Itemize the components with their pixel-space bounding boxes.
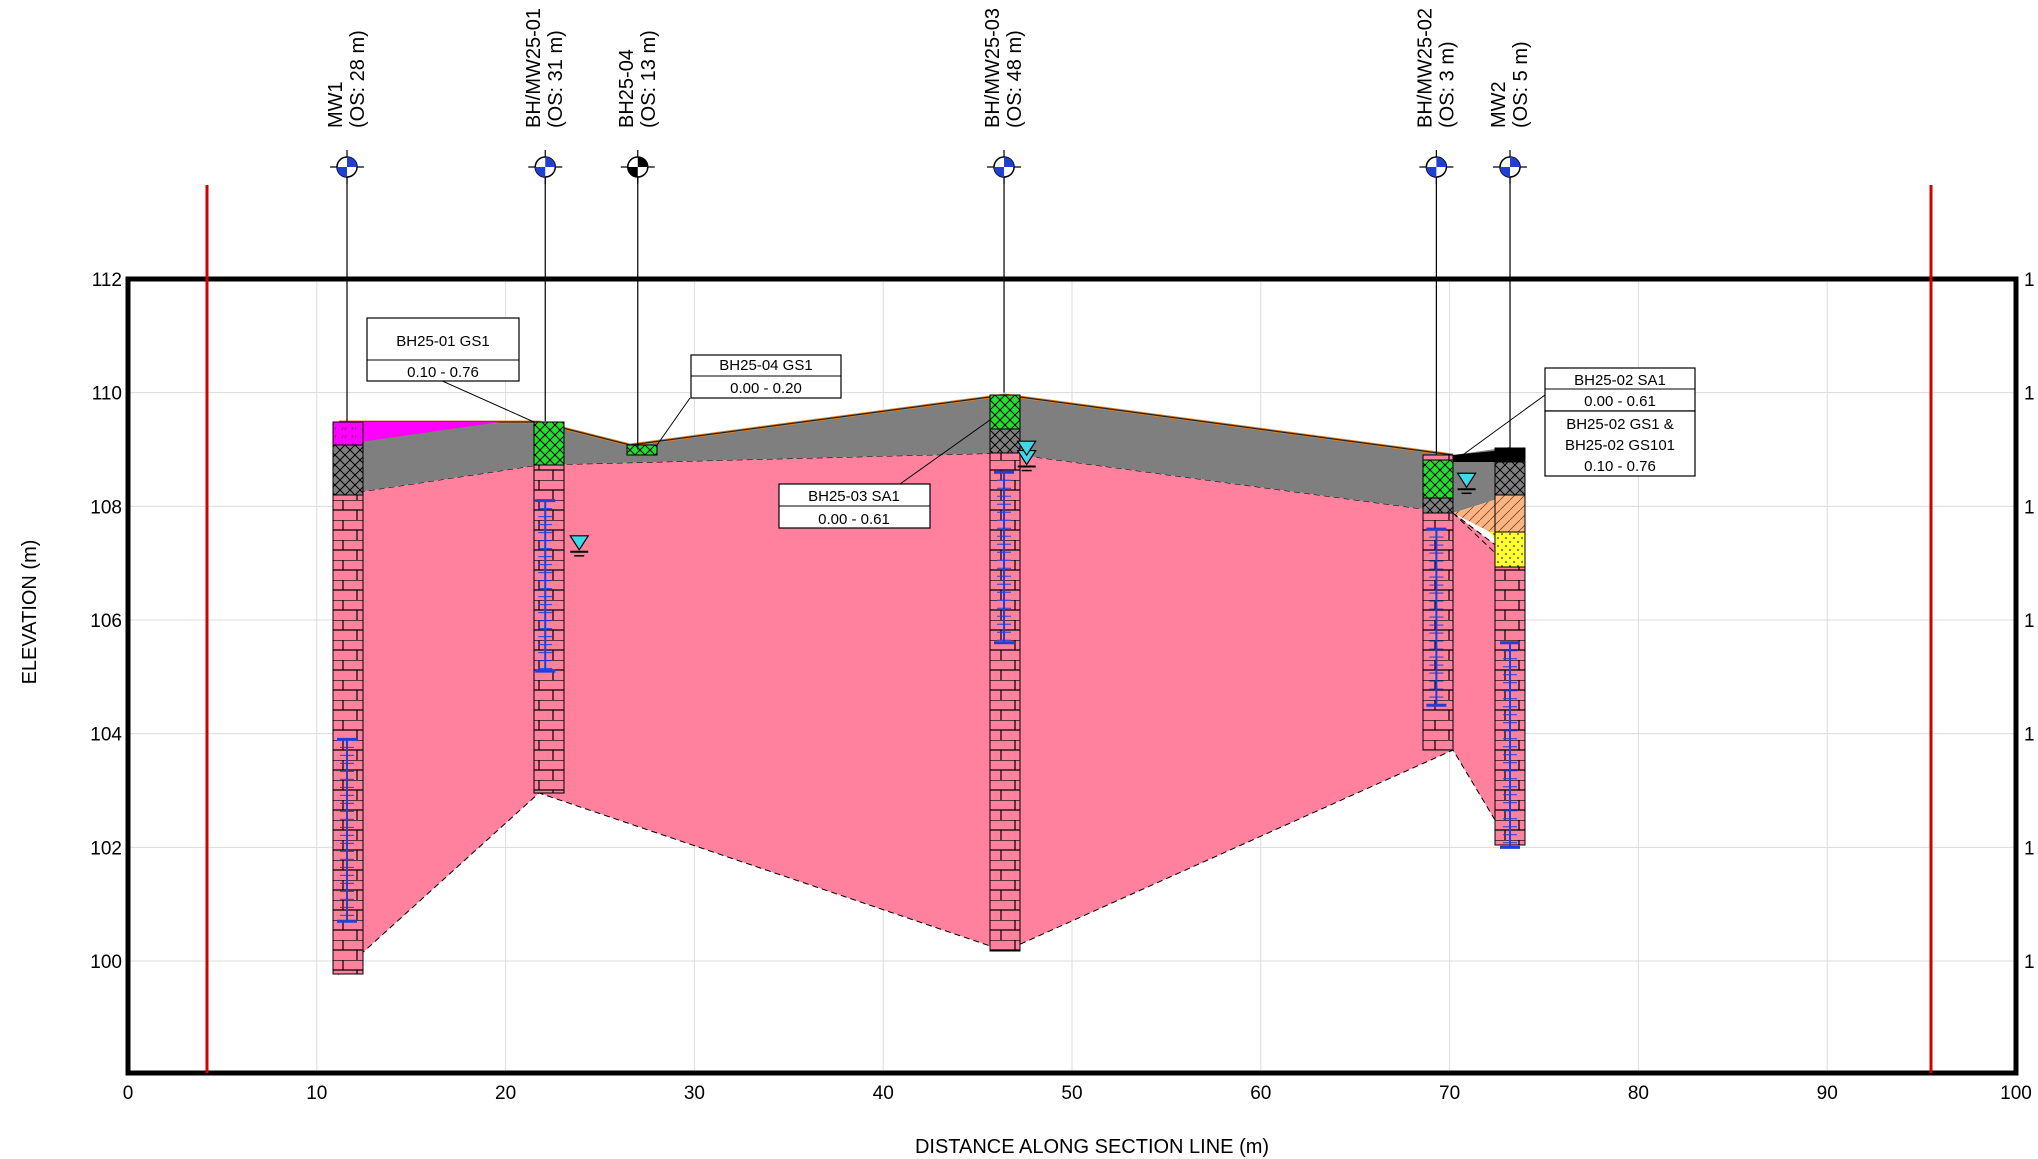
x-tick-label: 50 (1061, 1083, 1082, 1104)
borehole-name-label: BH/MW25-03 (982, 8, 1004, 128)
borehole-offset-label: (OS: 48 m) (1004, 30, 1026, 128)
x-axis-title: DISTANCE ALONG SECTION LINE (m) (915, 1136, 1269, 1158)
x-tick-label: 20 (495, 1083, 516, 1104)
right-axis-tick-label: 1 (2024, 270, 2035, 291)
borehole-header-bh-mw25-03: BH/MW25-03 (OS: 48 m) (982, 8, 1026, 393)
x-tick-label: 80 (1628, 1083, 1649, 1104)
y-tick-label: 106 (90, 611, 122, 632)
callout-bh25-01-line2: 0.10 - 0.76 (407, 364, 479, 381)
borehole-offset-label: (OS: 5 m) (1510, 41, 1532, 128)
callout-bh25-02-sa1-line1: BH25-02 SA1 (1574, 372, 1666, 389)
right-axis-tick-label: 1 (2024, 952, 2035, 973)
right-axis-tick-label: 1 (2024, 497, 2035, 518)
x-tick-label: 40 (873, 1083, 894, 1104)
borehole-name-label: MW2 (1488, 81, 1510, 128)
stratigraphy (339, 395, 1525, 974)
right-axis-tick-label: 1 (2024, 725, 2035, 746)
x-tick-label: 30 (684, 1083, 705, 1104)
right-axis-tick-label: 1 (2024, 611, 2035, 632)
borehole-name-label: BH/MW25-01 (523, 8, 545, 128)
y-tick-label: 104 (90, 725, 122, 746)
borehole-offset-label: (OS: 31 m) (545, 30, 567, 128)
borehole-header-mw2: MW2 (OS: 5 m) (1488, 41, 1532, 449)
borehole-header-bh-mw25-01: BH/MW25-01 (OS: 31 m) (523, 8, 567, 421)
borehole-name-label: MW1 (325, 81, 347, 128)
y-axis-title: ELEVATION (m) (19, 540, 41, 685)
borehole-offset-label: (OS: 28 m) (347, 30, 369, 128)
y-tick-label: 108 (90, 497, 122, 518)
callout-bh25-02-gs1-line1: BH25-02 GS1 & (1566, 416, 1674, 433)
callout-bh25-02-gs1-line3: 0.10 - 0.76 (1584, 458, 1656, 475)
borehole-name-label: BH25-04 (616, 49, 638, 128)
y-tick-label: 112 (92, 270, 122, 291)
native-soil-layer (339, 453, 1510, 974)
x-tick-label: 10 (306, 1083, 327, 1104)
right-axis-tick-label: 1 (2024, 838, 2035, 859)
x-tick-label: 60 (1250, 1083, 1271, 1104)
callout-bh25-01-line1: BH25-01 GS1 (396, 333, 489, 350)
borehole-name-label: BH/MW25-02 (1414, 8, 1436, 128)
callout-bh25-04-line2: 0.00 - 0.20 (730, 380, 802, 397)
borehole-offset-label: (OS: 13 m) (638, 30, 660, 128)
borehole-header-mw1: MW1 (OS: 28 m) (325, 30, 369, 421)
right-axis-tick-label: 1 (2024, 384, 2035, 405)
x-tick-label: 90 (1817, 1083, 1838, 1104)
borehole-offset-label: (OS: 3 m) (1436, 41, 1458, 128)
borehole-header-bh25-04: BH25-04 (OS: 13 m) (616, 30, 660, 449)
borehole-header-bh-mw25-02: BH/MW25-02 (OS: 3 m) (1414, 8, 1458, 455)
callout-bh25-03-line2: 0.00 - 0.61 (818, 511, 890, 528)
callout-bh25-04-line1: BH25-04 GS1 (719, 357, 812, 374)
y-tick-label: 100 (90, 952, 122, 973)
x-tick-label: 70 (1439, 1083, 1460, 1104)
y-tick-label: 110 (92, 384, 122, 405)
y-tick-label: 102 (90, 838, 122, 859)
callout-bh25-02-sa1-line2: 0.00 - 0.61 (1584, 393, 1656, 410)
x-tick-label: 0 (123, 1083, 134, 1104)
callout-bh25-03-line1: BH25-03 SA1 (808, 488, 900, 505)
x-tick-label: 100 (2000, 1083, 2032, 1104)
callout-bh25-02-gs1-line2: BH25-02 GS101 (1565, 437, 1675, 454)
